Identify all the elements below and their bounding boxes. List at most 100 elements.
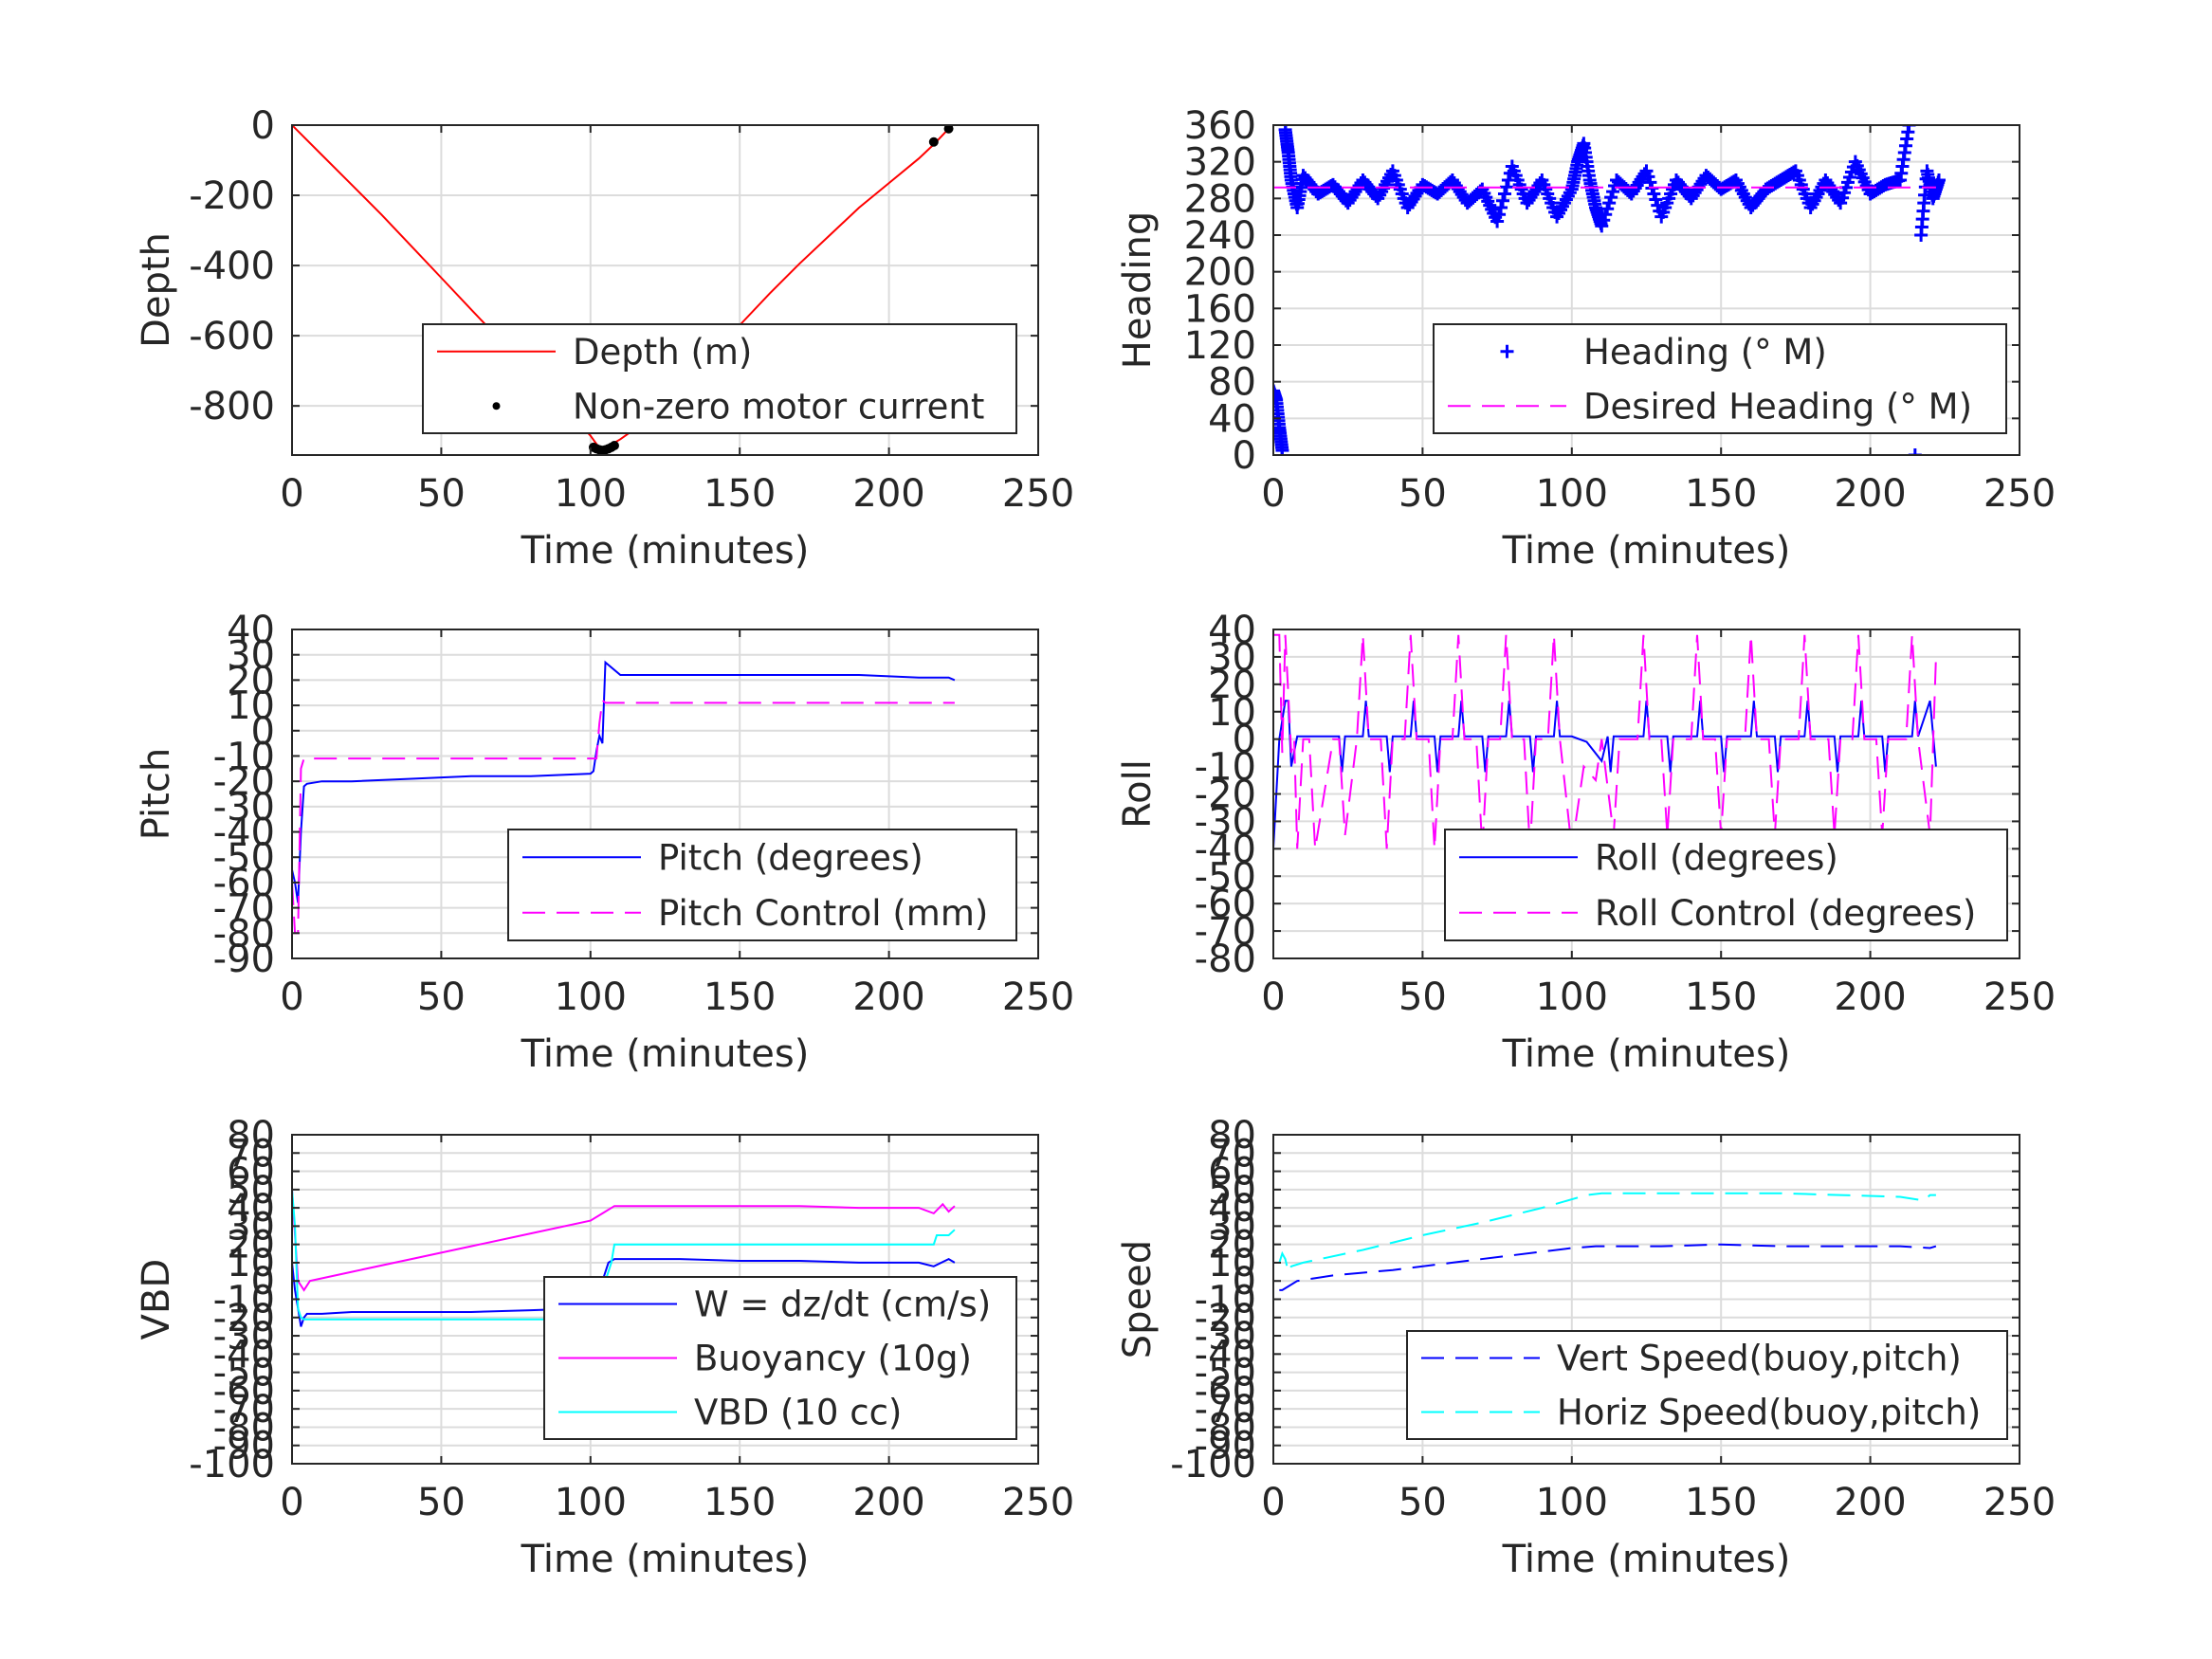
speed-y-tick-label: 0	[1233, 1260, 1256, 1304]
pitch-legend: Pitch (degrees) Pitch Control (mm)	[507, 829, 1017, 941]
vbd-y-axis-label: VBD	[135, 1259, 178, 1340]
heading-x-tick-label: 100	[1536, 472, 1608, 516]
pitch-y-tick-label: 20	[227, 659, 275, 702]
vbd-x-tick-label: 100	[555, 1481, 627, 1524]
depth-x-axis-label: Time (minutes)	[521, 529, 810, 573]
heading-series-0-point	[1902, 125, 1916, 132]
vbd-x-axis-label: Time (minutes)	[521, 1538, 810, 1581]
heading-axes-frame	[1272, 124, 2020, 456]
roll-y-tick-label: 20	[1208, 664, 1256, 707]
depth-series-1-point	[928, 137, 939, 147]
heading-y-tick-label: 240	[1184, 214, 1256, 258]
roll-y-tick-label: -10	[1195, 746, 1256, 790]
speed-x-tick-label: 150	[1685, 1481, 1757, 1524]
heading-x-tick-label: 0	[1261, 472, 1285, 516]
pitch-legend-label-1: Pitch Control (mm)	[658, 893, 988, 934]
heading-y-tick-label: 80	[1208, 361, 1256, 405]
heading-series-0-point	[1496, 193, 1509, 208]
depth-chart: 0 50 100 150 200 250 0 -200 -400 -600 -800 Time (mi…	[135, 104, 1074, 573]
depth-legend-label-1: Non-zero motor current	[573, 386, 984, 427]
heading-series-0-point	[1932, 173, 1946, 187]
pitch-y-tick-label: 30	[227, 634, 275, 678]
roll-x-tick-label: 100	[1536, 975, 1608, 1019]
vbd-y-tick-label: 40	[227, 1187, 275, 1231]
vbd-chart: 0 50 100 150 200 25080706050403020100-10-20-3…	[135, 1114, 1074, 1581]
depth-y-tick-label: -800	[189, 385, 275, 428]
vbd-x-tick-label: 150	[704, 1481, 776, 1524]
pitch-y-tick-label: -90	[213, 938, 275, 981]
vbd-y-tick-label: -10	[213, 1279, 275, 1322]
roll-y-tick-label: -50	[1195, 855, 1256, 899]
speed-x-tick-label: 100	[1536, 1481, 1608, 1524]
depth-legend-box	[422, 323, 1017, 434]
vbd-x-tick-label: 250	[1002, 1481, 1074, 1524]
heading-y-tick-label: 280	[1184, 177, 1256, 221]
heading-plot-area	[1273, 125, 1946, 455]
pitch-series-0-line	[292, 660, 956, 903]
roll-legend-label-0: Roll (degrees)	[1595, 837, 1838, 878]
heading-series-0-point	[1499, 180, 1513, 194]
speed-x-tick-label: 0	[1261, 1481, 1285, 1524]
speed-y-tick-label: -60	[1195, 1370, 1256, 1413]
heading-y-tick-label: 0	[1233, 434, 1256, 478]
depth-x-tick-label: 200	[852, 472, 924, 516]
pitch-x-tick-label: 250	[1002, 975, 1074, 1019]
legend-swatch-0	[1500, 344, 1514, 358]
depth-series-1-point	[943, 125, 954, 134]
speed-legend-label-1: Horiz Speed(buoy,pitch)	[1557, 1393, 1981, 1433]
heading-legend-label-1: Desired Heading (° M)	[1583, 386, 1972, 427]
pitch-y-tick-label: 0	[251, 710, 275, 754]
speed-legend: Vert Speed(buoy,pitch) Horiz Speed(buoy,p…	[1406, 1330, 2008, 1440]
speed-x-axis-label: Time (minutes)	[1502, 1538, 1791, 1581]
vbd-legend: W = dz/dt (cm/s) Buoyancy (10g) VBD (10 cc…	[543, 1276, 1017, 1440]
roll-y-tick-label: -60	[1195, 883, 1256, 926]
vbd-y-tick-label: 80	[227, 1114, 275, 1158]
pitch-y-tick-label: 10	[227, 684, 275, 728]
roll-y-tick-label: 30	[1208, 636, 1256, 680]
speed-y-tick-label: 20	[1208, 1224, 1256, 1267]
speed-y-tick-label: 80	[1208, 1114, 1256, 1158]
speed-y-tick-label: 70	[1208, 1132, 1256, 1176]
vbd-legend-label-2: VBD (10 cc)	[694, 1393, 902, 1433]
pitch-y-tick-label: -20	[213, 760, 275, 804]
pitch-y-tick-label: -70	[213, 887, 275, 931]
depth-x-tick-label: 250	[1002, 472, 1074, 516]
depth-y-tick-label: 0	[251, 104, 275, 148]
pitch-x-tick-label: 100	[555, 975, 627, 1019]
pitch-y-tick-label: -60	[213, 862, 275, 905]
vbd-x-tick-label: 200	[852, 1481, 924, 1524]
depth-y-tick-label: -400	[189, 245, 275, 288]
depth-y-tick-label: -600	[189, 315, 275, 358]
roll-y-axis-label: Roll	[1116, 759, 1160, 829]
depth-y-tick-label: -200	[189, 174, 275, 218]
pitch-y-tick-label: -30	[213, 786, 275, 830]
vbd-y-tick-label: 50	[227, 1169, 275, 1212]
vbd-y-tick-label: 0	[251, 1260, 275, 1304]
heading-y-tick-label: 320	[1184, 141, 1256, 185]
vbd-y-tick-label: -30	[213, 1315, 275, 1358]
depth-x-tick-label: 150	[704, 472, 776, 516]
roll-y-tick-label: 0	[1233, 719, 1256, 762]
vbd-series-1-line	[292, 1189, 956, 1292]
roll-legend: Roll (degrees) Roll Control (degrees)	[1444, 829, 2008, 941]
pitch-legend-label-0: Pitch (degrees)	[658, 837, 923, 878]
vbd-y-tick-label: -70	[213, 1388, 275, 1431]
heading-x-tick-label: 150	[1685, 472, 1757, 516]
heading-y-tick-label: 360	[1184, 104, 1256, 148]
speed-y-tick-label: -90	[1195, 1425, 1256, 1468]
heading-x-tick-label: 250	[1983, 472, 2056, 516]
vbd-y-tick-label: 70	[227, 1132, 275, 1176]
vbd-y-tick-label: -90	[213, 1425, 275, 1468]
speed-y-tick-label: 10	[1208, 1242, 1256, 1285]
speed-y-tick-label: 60	[1208, 1151, 1256, 1194]
roll-x-tick-label: 0	[1261, 975, 1285, 1019]
vbd-y-tick-label: 10	[227, 1242, 275, 1285]
pitch-y-tick-label: -10	[213, 735, 275, 778]
heading-legend-box	[1433, 323, 2007, 434]
heading-y-tick-label: 200	[1184, 251, 1256, 295]
depth-legend: Depth (m) Non-zero motor current	[422, 323, 1017, 434]
vbd-y-tick-label: 20	[227, 1224, 275, 1267]
vbd-y-tick-label: -20	[213, 1297, 275, 1340]
speed-y-tick-label: -30	[1195, 1315, 1256, 1358]
speed-x-tick-label: 250	[1983, 1481, 2056, 1524]
